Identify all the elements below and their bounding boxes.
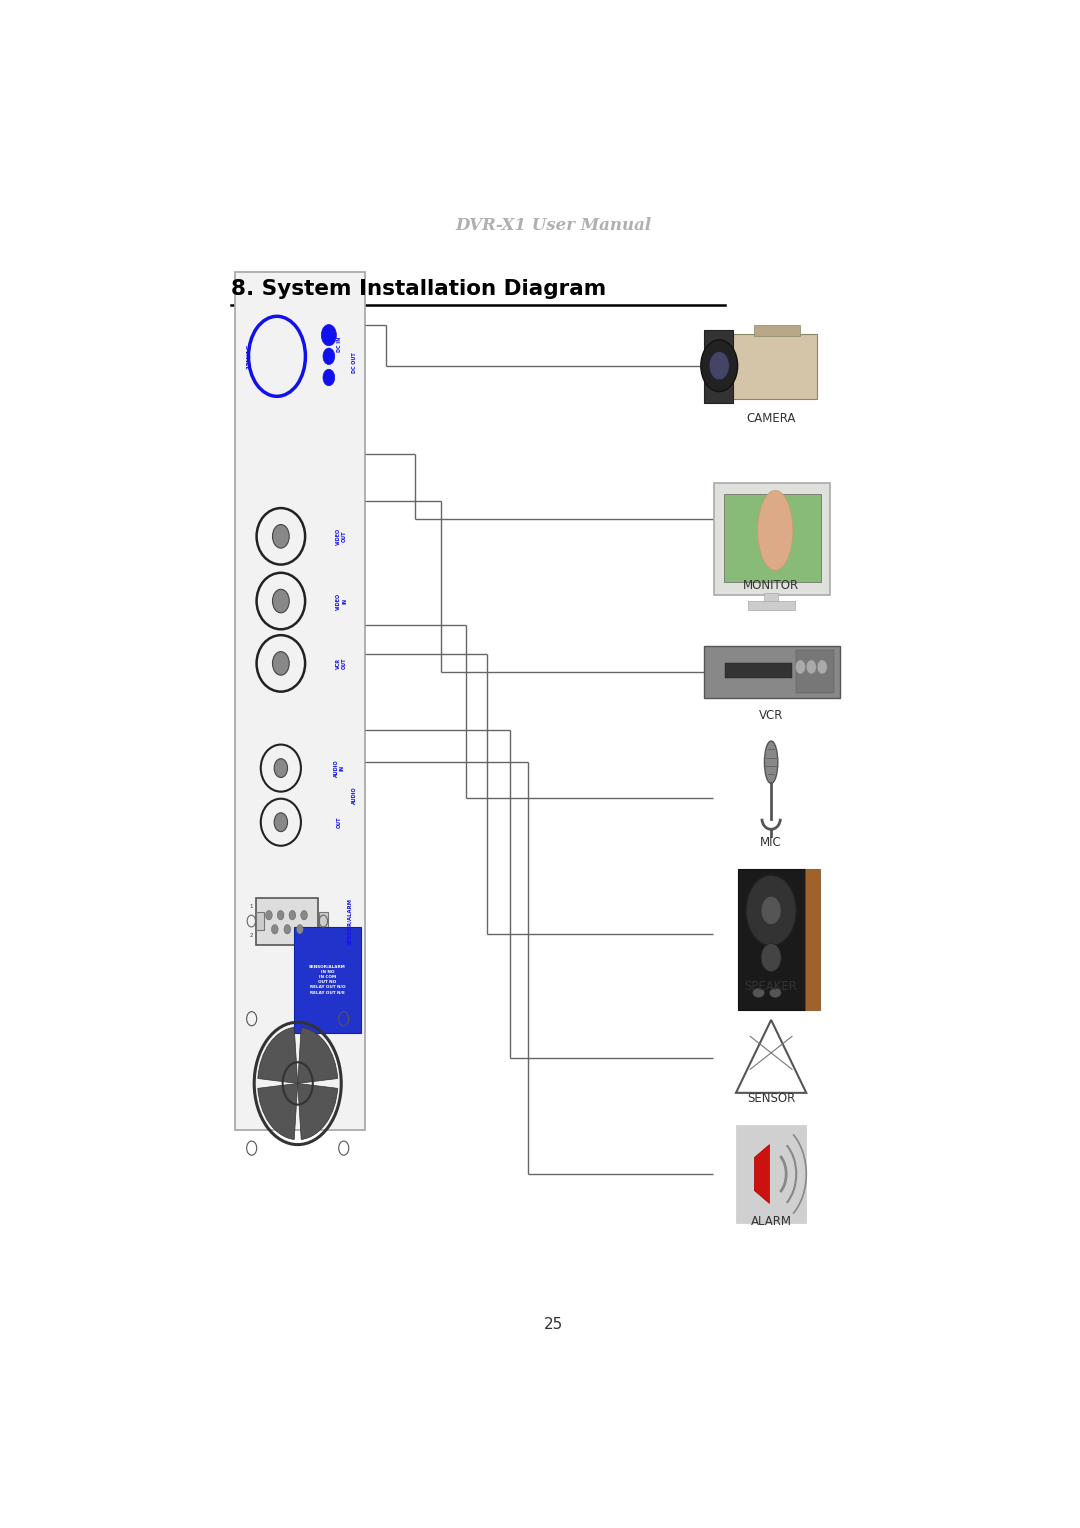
Wedge shape xyxy=(298,1083,338,1140)
Circle shape xyxy=(274,759,287,778)
Circle shape xyxy=(284,924,291,934)
Text: AUDIO: AUDIO xyxy=(352,787,357,804)
Text: VIDEO
OUT: VIDEO OUT xyxy=(337,527,348,545)
Circle shape xyxy=(272,524,289,549)
Polygon shape xyxy=(754,1144,769,1204)
Circle shape xyxy=(323,370,335,385)
Bar xyxy=(738,869,805,1010)
Text: MIC: MIC xyxy=(760,836,782,848)
Text: SPEAKER: SPEAKER xyxy=(745,981,797,993)
Text: OUT: OUT xyxy=(337,816,341,828)
Bar xyxy=(708,335,818,399)
Text: DVR-X1 User Manual: DVR-X1 User Manual xyxy=(456,217,651,234)
Bar xyxy=(704,330,733,403)
Text: VCR: VCR xyxy=(759,709,783,721)
Ellipse shape xyxy=(758,490,793,570)
Circle shape xyxy=(807,660,816,674)
Bar xyxy=(725,663,792,677)
Bar xyxy=(714,483,829,594)
Text: 8. System Installation Diagram: 8. System Installation Diagram xyxy=(231,280,621,299)
Circle shape xyxy=(323,348,335,365)
Bar xyxy=(294,927,362,1033)
Circle shape xyxy=(266,911,272,920)
Circle shape xyxy=(322,324,336,345)
Bar xyxy=(754,324,800,336)
Text: DC IN: DC IN xyxy=(337,336,341,353)
Text: SENSOR/ALARM: SENSOR/ALARM xyxy=(347,897,352,944)
Text: VIDEO
IN: VIDEO IN xyxy=(337,593,348,610)
Text: MONITOR: MONITOR xyxy=(743,579,799,593)
Circle shape xyxy=(297,924,303,934)
Circle shape xyxy=(701,339,738,391)
Circle shape xyxy=(746,876,796,946)
Text: 12V/AC: 12V/AC xyxy=(246,344,251,368)
Circle shape xyxy=(271,924,279,934)
Circle shape xyxy=(278,911,284,920)
Circle shape xyxy=(761,943,781,972)
Wedge shape xyxy=(298,1027,338,1083)
Circle shape xyxy=(300,911,308,920)
Bar xyxy=(704,646,840,697)
Bar xyxy=(256,912,264,931)
Text: VCR
OUT: VCR OUT xyxy=(337,657,348,669)
Bar xyxy=(747,601,795,611)
Circle shape xyxy=(272,590,289,613)
Bar xyxy=(805,869,820,1010)
Wedge shape xyxy=(258,1027,298,1083)
Circle shape xyxy=(272,651,289,675)
Text: DC OUT: DC OUT xyxy=(352,351,357,373)
Bar xyxy=(256,897,319,944)
Text: ALARM: ALARM xyxy=(751,1215,792,1227)
Text: CAMERA: CAMERA xyxy=(746,413,796,425)
Bar xyxy=(765,593,778,607)
Circle shape xyxy=(274,813,287,831)
Bar xyxy=(235,272,365,1131)
Circle shape xyxy=(761,897,781,924)
Ellipse shape xyxy=(753,989,765,998)
Text: AUDIO
IN: AUDIO IN xyxy=(334,759,345,776)
Bar xyxy=(796,651,834,692)
Ellipse shape xyxy=(769,989,781,998)
Text: 1: 1 xyxy=(249,905,253,909)
Text: SENSOR: SENSOR xyxy=(747,1093,795,1105)
Circle shape xyxy=(710,351,729,380)
Text: SENSOR/ALARM
IN NO
IN COM
OUT NO
RELAY OUT N/O
RELAY OUT N/E: SENSOR/ALARM IN NO IN COM OUT NO RELAY O… xyxy=(309,966,346,995)
Text: 25: 25 xyxy=(544,1317,563,1332)
Ellipse shape xyxy=(765,741,778,784)
Circle shape xyxy=(818,660,827,674)
Bar xyxy=(320,912,327,931)
Bar xyxy=(735,1125,807,1224)
Circle shape xyxy=(289,911,296,920)
Text: 2: 2 xyxy=(249,932,253,938)
Bar xyxy=(725,494,821,582)
Circle shape xyxy=(795,660,806,674)
Wedge shape xyxy=(258,1083,298,1140)
